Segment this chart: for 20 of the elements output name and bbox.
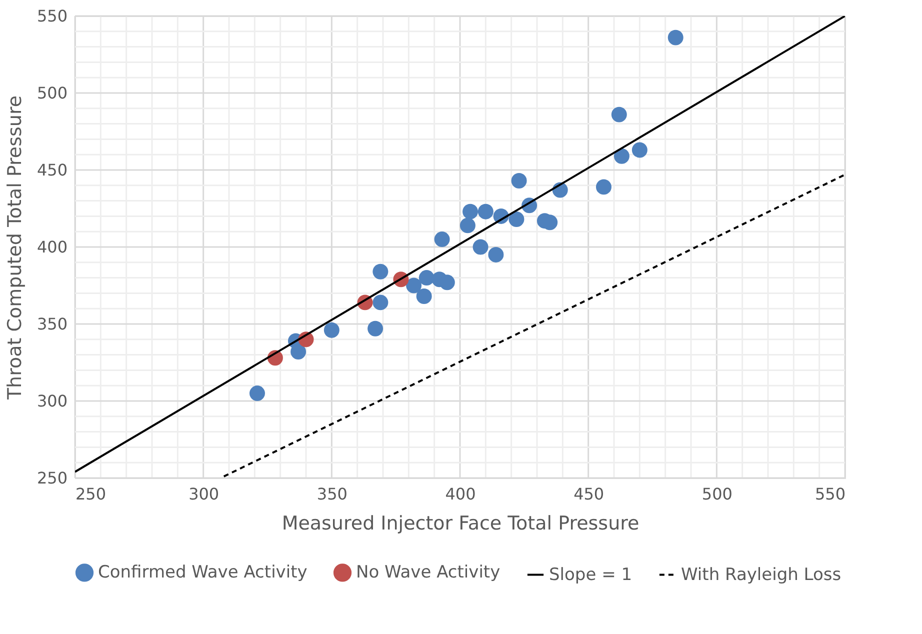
y-tick-label: 300 — [36, 392, 68, 410]
x-tick-label: 350 — [316, 484, 348, 504]
x-tick-label: 300 — [188, 484, 220, 504]
x-tick-label: 250 — [76, 484, 106, 504]
y-tick-label: 400 — [36, 238, 68, 256]
x-tick-label: 500 — [702, 484, 732, 504]
y-tick-label: 500 — [36, 84, 68, 102]
x-tick-label: 450 — [574, 484, 604, 504]
legend-label: With Rayleigh Loss — [681, 564, 842, 585]
x-axis-title: Measured Injector Face Total Pressure — [282, 512, 640, 534]
y-tick-label: 250 — [36, 468, 68, 488]
legend-label: Confirmed Wave Activity — [98, 562, 308, 583]
y-tick-label: 550 — [36, 6, 68, 26]
y-tick-label: 450 — [36, 160, 68, 180]
legend-label: No Wave Activity — [356, 562, 500, 583]
x-tick-label: 400 — [445, 484, 476, 504]
y-tick-label: 350 — [36, 314, 68, 334]
legend-label: Slope = 1 — [549, 564, 632, 585]
y-axis-title: Throat Computed Total Pressure — [4, 95, 26, 401]
x-tick-label: 550 — [814, 484, 846, 504]
